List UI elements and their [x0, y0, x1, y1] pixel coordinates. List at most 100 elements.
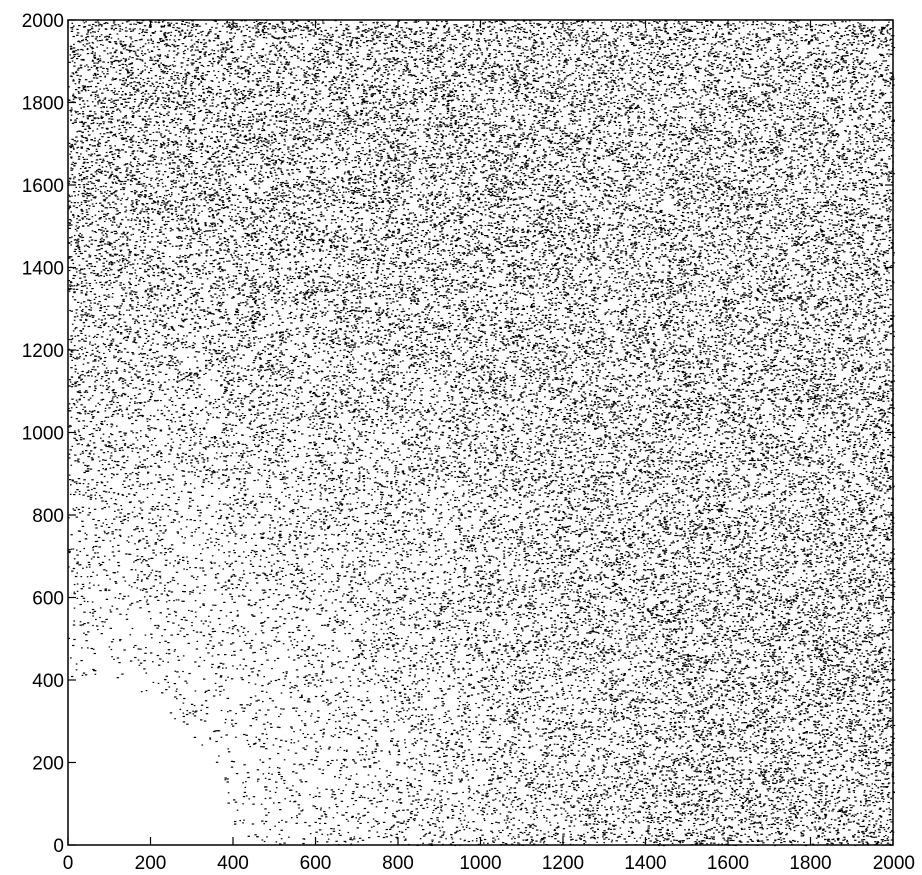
data-point	[381, 350, 383, 351]
data-point	[757, 423, 759, 424]
data-point	[132, 46, 134, 47]
data-point	[628, 564, 630, 565]
data-point	[162, 186, 164, 187]
data-point	[528, 38, 530, 39]
data-point	[472, 483, 474, 484]
data-point	[162, 509, 164, 510]
data-point	[359, 574, 361, 575]
data-point	[827, 84, 829, 85]
data-point	[164, 289, 166, 290]
data-point	[536, 805, 538, 806]
data-point	[97, 366, 99, 367]
data-point	[421, 335, 423, 336]
data-point	[279, 616, 281, 617]
data-point	[186, 526, 188, 527]
data-point	[404, 444, 406, 445]
data-point	[315, 461, 317, 462]
data-point	[455, 268, 457, 269]
data-point	[121, 410, 123, 411]
data-point	[751, 291, 753, 292]
data-point	[437, 356, 439, 357]
data-point	[712, 802, 714, 803]
data-point	[354, 70, 356, 71]
data-point	[568, 786, 570, 787]
data-point	[161, 495, 163, 496]
data-point	[739, 532, 741, 533]
data-point	[178, 325, 180, 326]
data-point	[299, 80, 301, 81]
data-point	[579, 432, 581, 433]
data-point	[625, 356, 627, 357]
data-point	[393, 120, 395, 121]
data-point	[568, 83, 570, 84]
data-point	[686, 711, 688, 712]
data-point	[875, 251, 877, 252]
data-point	[613, 102, 615, 103]
data-point	[74, 202, 76, 203]
data-point	[81, 240, 83, 241]
data-point	[225, 424, 227, 425]
data-point	[580, 359, 582, 360]
data-point	[194, 70, 196, 71]
data-point	[836, 413, 838, 414]
data-point	[740, 90, 742, 91]
data-point	[315, 56, 317, 57]
data-point	[370, 339, 372, 340]
data-point	[250, 393, 252, 394]
data-point	[559, 328, 561, 329]
data-point	[325, 566, 327, 567]
data-point	[709, 734, 711, 735]
data-point	[532, 715, 534, 716]
data-point	[159, 320, 161, 321]
data-point	[574, 490, 576, 491]
data-point	[498, 43, 500, 44]
data-point	[357, 402, 359, 403]
data-point	[76, 400, 78, 401]
data-point	[825, 831, 827, 832]
data-point	[751, 85, 753, 86]
data-point	[658, 516, 660, 517]
data-point	[211, 99, 213, 100]
data-point	[787, 443, 789, 444]
data-point	[784, 750, 786, 751]
data-point	[602, 484, 604, 485]
data-point	[763, 28, 765, 29]
data-point	[365, 631, 367, 632]
data-point	[760, 239, 762, 240]
data-point	[603, 191, 605, 192]
data-point	[189, 245, 191, 246]
data-point	[581, 808, 583, 809]
data-point	[574, 353, 576, 354]
data-point	[678, 389, 680, 390]
data-point	[824, 614, 826, 615]
data-point	[485, 61, 487, 62]
data-point	[847, 263, 849, 264]
data-point	[446, 622, 448, 623]
data-point	[359, 290, 361, 291]
data-point	[195, 612, 197, 613]
data-point	[863, 836, 865, 837]
data-point	[419, 179, 421, 180]
data-point	[79, 104, 81, 105]
data-point	[832, 672, 834, 673]
data-point	[360, 317, 362, 318]
data-point	[188, 415, 190, 416]
data-point	[552, 711, 554, 712]
data-point	[444, 580, 446, 581]
data-point	[216, 353, 218, 354]
data-point	[849, 178, 851, 179]
data-point	[704, 304, 706, 305]
data-point	[622, 27, 624, 28]
data-point	[862, 537, 864, 538]
data-point	[588, 746, 590, 747]
data-point	[176, 469, 178, 470]
data-point	[333, 489, 335, 490]
data-point	[759, 138, 761, 139]
data-point	[650, 79, 652, 80]
data-point	[424, 596, 426, 597]
data-point	[797, 365, 799, 366]
data-point	[472, 414, 474, 415]
data-point	[847, 727, 849, 728]
data-point	[523, 84, 525, 85]
data-point	[855, 641, 857, 642]
